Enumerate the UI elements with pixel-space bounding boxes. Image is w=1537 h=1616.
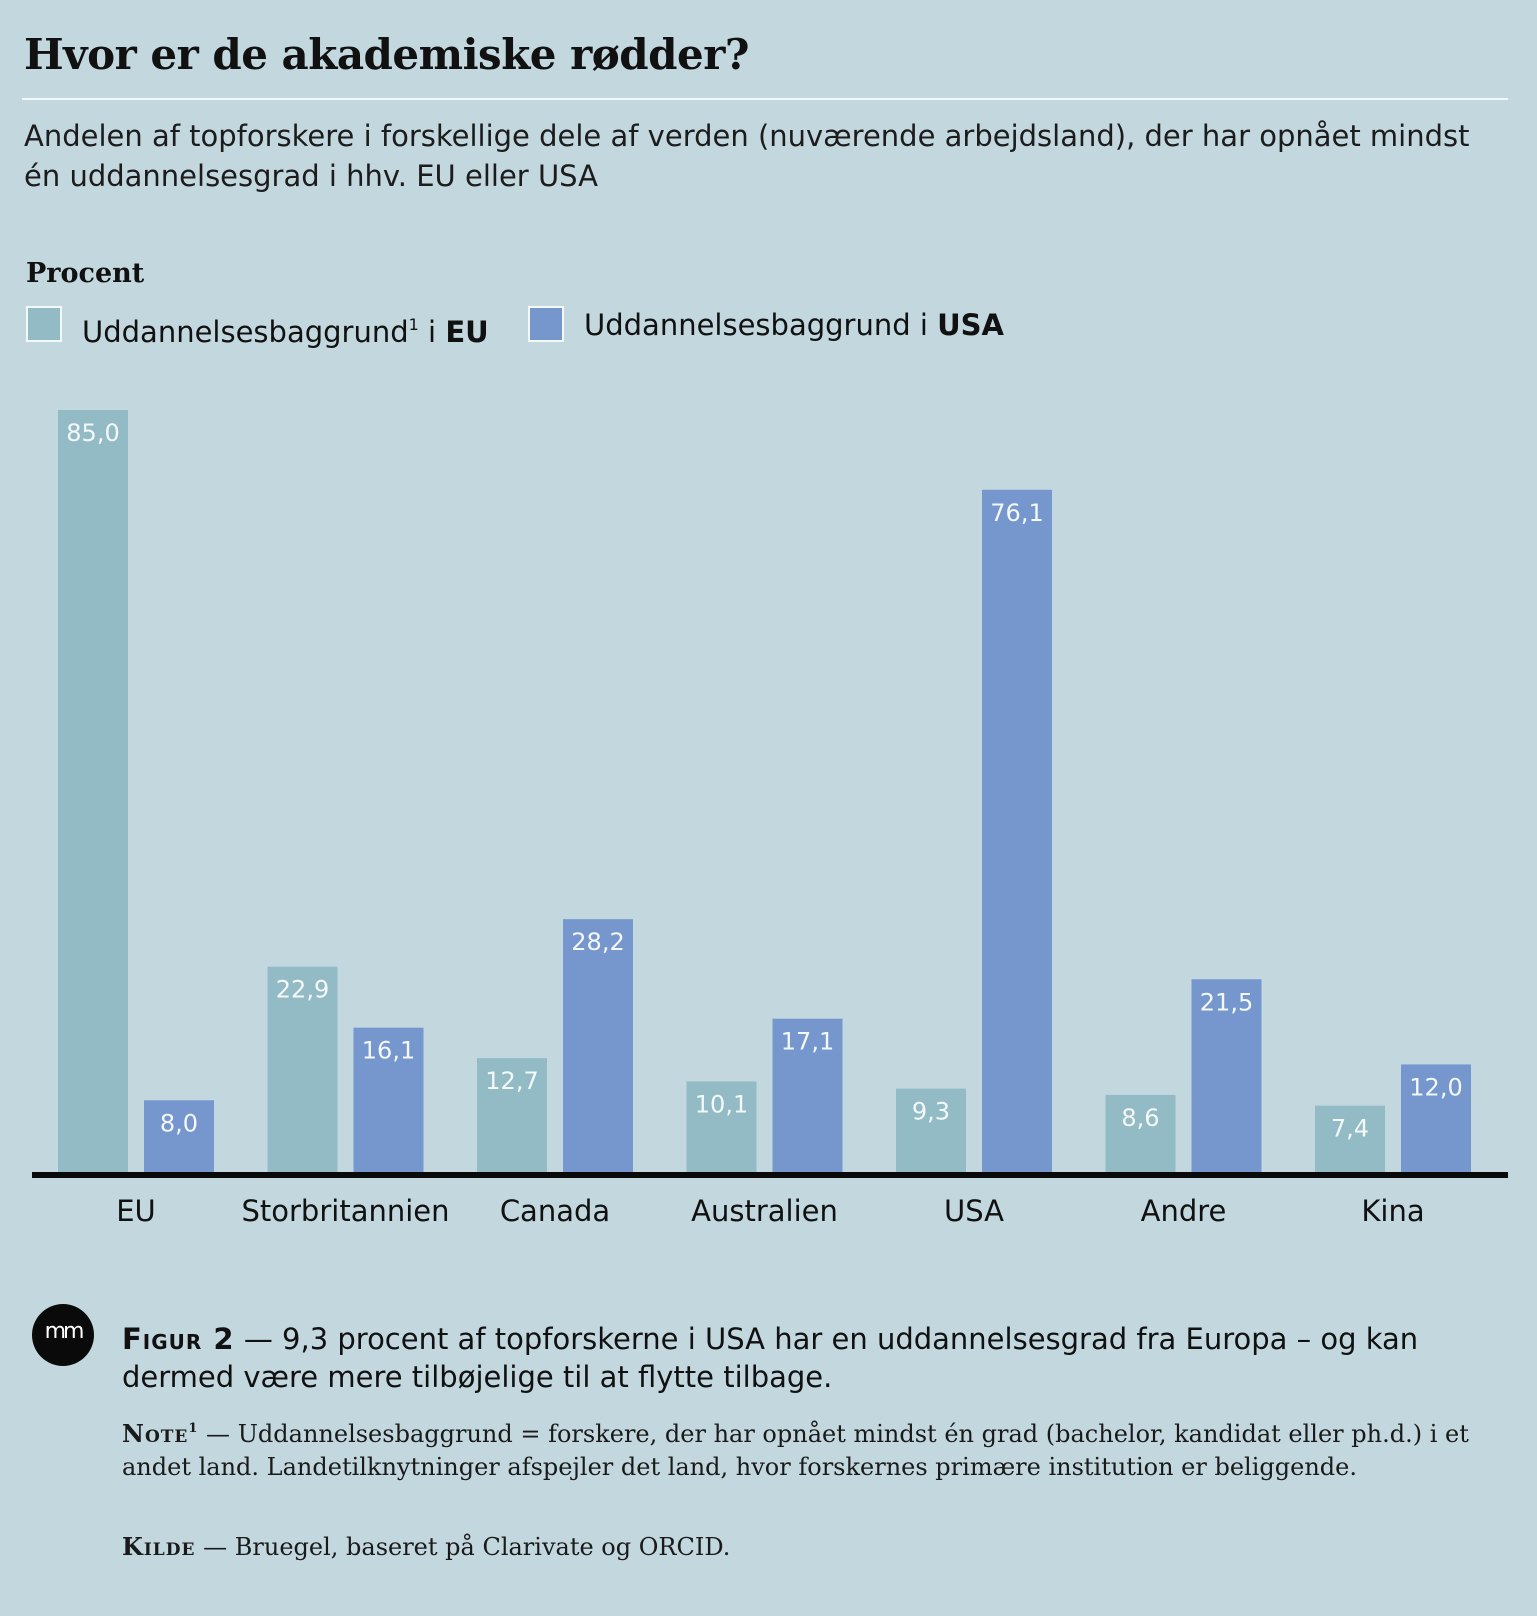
legend-eu-bold: EU: [445, 315, 489, 349]
bar-usa-australien: [772, 1018, 843, 1172]
bar-eu-andre: [1105, 1094, 1176, 1172]
bar-eu-eu: [58, 410, 128, 1172]
category-label: EU: [116, 1194, 156, 1228]
logo-text: mm: [44, 1319, 85, 1344]
bar-value-label: 17,1: [781, 1028, 834, 1056]
figure-dash: —: [243, 1322, 273, 1356]
category-label: Australien: [691, 1194, 838, 1228]
bar-value-label: 8,6: [1121, 1104, 1159, 1132]
bar-chart: 85,0 8,0 EU 22,9 16,1 Storbritannien 12,7 28,2 C…: [32, 410, 1508, 1228]
source: Kilde — Bruegel, baseret på Clarivate og…: [122, 1530, 1502, 1564]
bar-usa-andre: [1191, 979, 1262, 1172]
figure-caption: Figur 2 — 9,3 procent af topforskerne i …: [122, 1320, 1502, 1396]
legend-eu-connector: i: [428, 315, 437, 349]
note-lead: Note1: [122, 1419, 198, 1448]
legend-swatch-usa: [528, 306, 564, 342]
note-footnote-mark: 1: [188, 1421, 199, 1436]
title-divider: [22, 98, 1508, 100]
bar-value-label: 9,3: [912, 1098, 950, 1126]
chart-subtitle: Andelen af topforskere i forskellige del…: [24, 119, 1470, 193]
category-label: Storbritannien: [241, 1194, 449, 1228]
mm-logo: mm: [32, 1304, 94, 1366]
y-unit-label: Procent: [26, 258, 145, 289]
legend-usa-bold: USA: [937, 308, 1005, 342]
source-lead: Kilde: [122, 1532, 196, 1561]
x-axis-line: [32, 1172, 1508, 1178]
legend-text-usa: Uddannelsesbaggrund i USA: [584, 308, 1004, 342]
bar-usa-storbritannien: [353, 1027, 424, 1172]
bar-value-label: 10,1: [695, 1090, 748, 1118]
source-text: Bruegel, baseret på Clarivate og ORCID.: [234, 1533, 731, 1561]
bar-eu-canada: [477, 1058, 547, 1172]
bar-value-label: 12,0: [1409, 1073, 1462, 1101]
category-label: USA: [944, 1194, 1004, 1228]
legend-usa-label: Uddannelsesbaggrund i: [584, 308, 928, 342]
bar-eu-kina: [1315, 1105, 1385, 1172]
category-label: Kina: [1361, 1194, 1424, 1228]
legend-swatch-eu: [26, 306, 62, 342]
legend-eu-label: Uddannelsesbaggrund: [82, 315, 409, 349]
bar-value-label: 21,5: [1200, 988, 1253, 1016]
bar-value-label: 28,2: [571, 928, 624, 956]
category-label: Andre: [1141, 1194, 1227, 1228]
bar-value-label: 8,0: [160, 1109, 198, 1137]
chart-title: Hvor er de akademiske rødder?: [24, 30, 749, 79]
bar-usa-canada: [563, 919, 633, 1172]
bar-usa-eu: [144, 1100, 214, 1172]
bar-eu-storbritannien: [267, 966, 338, 1172]
note-text: Uddannelsesbaggrund = forskere, der har …: [122, 1420, 1469, 1481]
bar-eu-usa: [896, 1088, 966, 1172]
bar-value-label: 76,1: [990, 499, 1043, 527]
legend-text-eu: Uddannelsesbaggrund1 i EU: [82, 308, 489, 349]
bar-usa-usa: [982, 489, 1052, 1172]
bar-value-label: 22,9: [276, 976, 329, 1004]
bar-value-label: 16,1: [362, 1037, 415, 1065]
bar-value-label: 85,0: [66, 419, 119, 447]
legend-eu-footnote-mark: 1: [408, 315, 419, 334]
figure-lead: Figur 2: [122, 1322, 235, 1356]
figure-text: 9,3 procent af topforskerne i USA har en…: [122, 1322, 1419, 1394]
bar-usa-kina: [1401, 1064, 1471, 1172]
source-dash: —: [203, 1533, 228, 1561]
bar-value-label: 7,4: [1331, 1115, 1369, 1143]
bar-value-label: 12,7: [485, 1067, 538, 1095]
note: Note1 — Uddannelsesbaggrund = forskere, …: [122, 1412, 1502, 1484]
bar-eu-australien: [686, 1081, 757, 1172]
note-lead-text: Note: [122, 1419, 189, 1448]
category-label: Canada: [500, 1194, 610, 1228]
note-dash: —: [206, 1420, 231, 1448]
